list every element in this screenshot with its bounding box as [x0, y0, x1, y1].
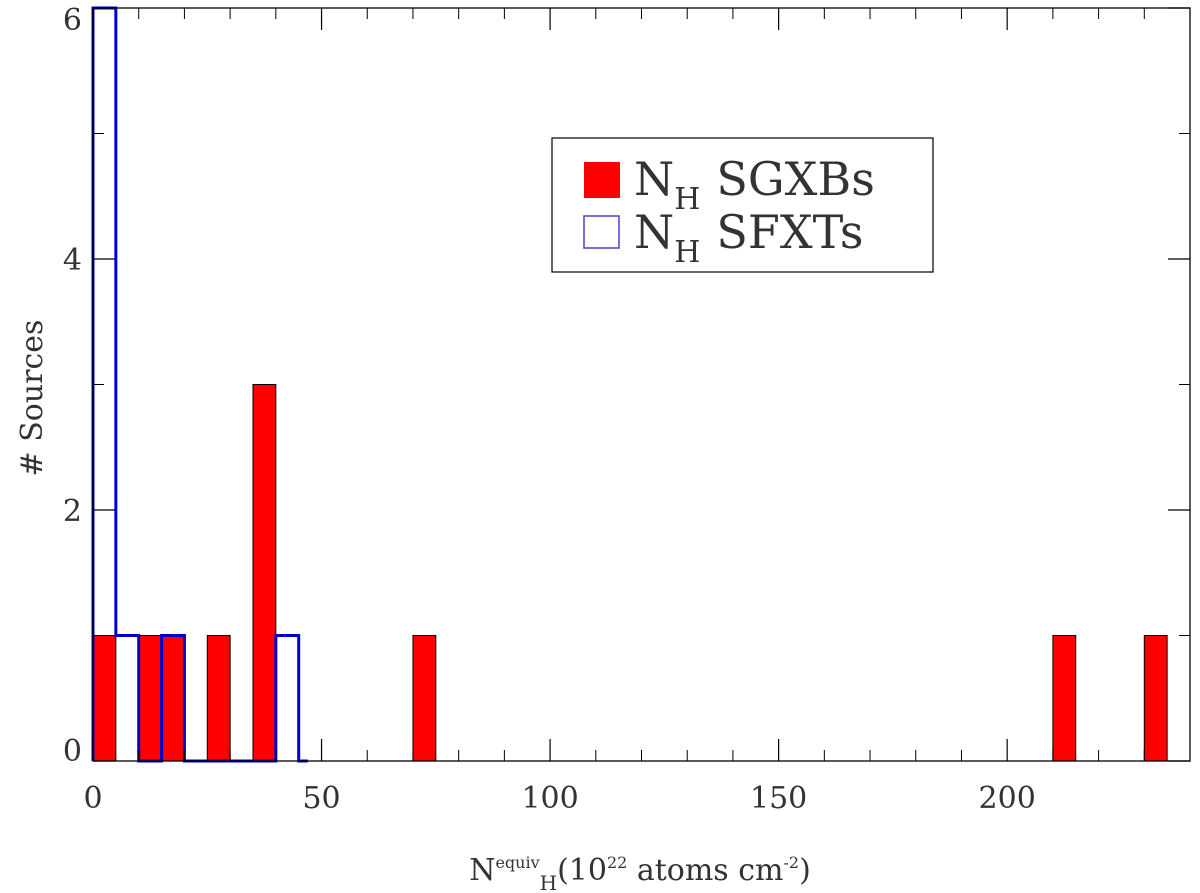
x-tick-label: 200: [979, 781, 1036, 816]
x-tick-label: 150: [750, 781, 807, 816]
bar-sgxbs-6: [1052, 635, 1077, 762]
legend-swatch-sfxts: [583, 215, 620, 249]
bar-sgxbs-5: [412, 635, 437, 762]
bar-sgxbs-7: [1143, 635, 1168, 762]
y-axis-label: # Sources: [15, 320, 50, 477]
legend: NH SGXBs NH SFXTs: [551, 137, 934, 273]
legend-box: [551, 137, 934, 273]
x-axis-label: NequivH(1022 atoms cm-2): [469, 853, 811, 893]
ticks-layer: [92, 7, 1191, 762]
bar-sgxbs-0: [92, 635, 117, 762]
y-tick-label: 2: [63, 494, 82, 529]
step-layer: [91, 6, 308, 763]
y-tick-label: 6: [63, 3, 82, 38]
tick-labels-layer: 0 50 100 150 200 0 2 4 6: [63, 3, 1036, 816]
x-tick-label: 0: [83, 781, 102, 816]
x-tick-label: 100: [521, 781, 578, 816]
bars-layer: [92, 384, 1168, 762]
bar-sgxbs-2: [161, 635, 185, 762]
x-tick-label: 50: [302, 781, 340, 816]
bar-sgxbs-3: [206, 635, 231, 762]
y-tick-label: 4: [63, 243, 82, 278]
bar-sgxbs-1: [138, 635, 163, 762]
series-sfxts-step-line: [91, 6, 308, 763]
bar-sgxbs-4: [252, 384, 277, 762]
legend-swatch-sgxbs: [584, 162, 620, 198]
y-tick-label: 0: [63, 734, 82, 769]
legend-label-sgxbs: NH SGXBs: [634, 152, 875, 217]
legend-label-sfxts: NH SFXTs: [634, 205, 864, 270]
